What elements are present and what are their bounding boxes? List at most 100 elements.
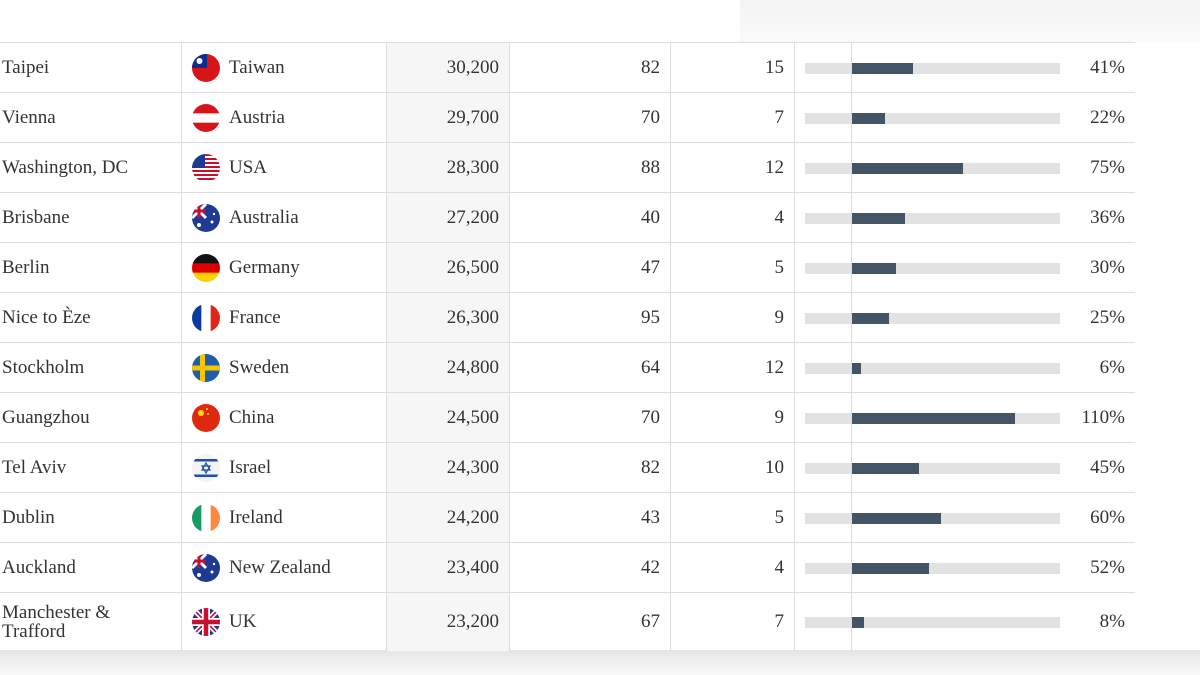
bar <box>852 112 885 124</box>
city-name: Berlin <box>2 257 50 278</box>
visitors-cell: 26,500 <box>387 243 510 292</box>
country-name: Taiwan <box>229 56 285 78</box>
bar-cell: 45% <box>795 443 1135 492</box>
table-row: Washington, DC USA 28,300 88 12 75% <box>0 143 1135 193</box>
value-cell: 42 <box>510 543 671 592</box>
bar-cell: 60% <box>795 493 1135 542</box>
country-name: USA <box>229 156 268 178</box>
bar-track <box>805 462 1060 474</box>
value-cell: 4 <box>671 193 795 242</box>
bar-cell: 8% <box>795 593 1135 651</box>
bar <box>852 162 964 174</box>
bar-track <box>805 617 1060 628</box>
country-name: Germany <box>229 256 300 278</box>
percent-label: 25% <box>1090 306 1125 328</box>
flag-icon <box>192 303 220 332</box>
visitors-cell: 23,200 <box>387 593 510 651</box>
flag-icon <box>192 153 220 182</box>
table-row: Manchester & Trafford UK 23,200 67 7 8% <box>0 593 1135 651</box>
bar <box>852 462 919 474</box>
percent-label: 22% <box>1090 106 1125 128</box>
country-cell: UK <box>182 593 387 651</box>
country-name: China <box>229 406 275 428</box>
table-row: Auckland New Zealand 23,400 42 4 52% <box>0 543 1135 593</box>
bar-cell: 52% <box>795 543 1135 592</box>
country-name: Sweden <box>229 356 290 378</box>
value-cell: 12 <box>671 143 795 192</box>
value-cell: 15 <box>671 43 795 92</box>
value-cell: 12 <box>671 343 795 392</box>
bar <box>852 512 941 524</box>
visitors-cell: 24,500 <box>387 393 510 442</box>
bar-cell: 25% <box>795 293 1135 342</box>
shadow <box>0 650 1200 675</box>
percent-label: 8% <box>1099 611 1125 632</box>
percent-label: 30% <box>1090 256 1125 278</box>
city-name: Washington, DC <box>2 157 129 178</box>
city-name: Auckland <box>2 557 76 578</box>
flag-icon <box>192 453 220 482</box>
bar-cell: 75% <box>795 143 1135 192</box>
visitors-cell: 26,300 <box>387 293 510 342</box>
city-cell: Berlin <box>0 243 182 292</box>
flag-icon <box>192 353 220 382</box>
bar-cell: 36% <box>795 193 1135 242</box>
bar-cell: 22% <box>795 93 1135 142</box>
country-cell: France <box>182 293 387 342</box>
visitors-cell: 29,700 <box>387 93 510 142</box>
city-cell: Brisbane <box>0 193 182 242</box>
country-name: Australia <box>229 206 299 228</box>
percent-label: 110% <box>1081 406 1125 428</box>
flag-icon <box>192 608 220 636</box>
bar-cell: 110% <box>795 393 1135 442</box>
bar <box>852 62 913 74</box>
visitors-cell: 28,300 <box>387 143 510 192</box>
city-cell: Vienna <box>0 93 182 142</box>
percent-label: 36% <box>1090 206 1125 228</box>
city-name: Manchester & Trafford <box>2 602 111 642</box>
city-cell: Taipei <box>0 43 182 92</box>
value-cell: 5 <box>671 243 795 292</box>
bar-track <box>805 262 1060 274</box>
bar <box>852 362 861 374</box>
city-cell: Dublin <box>0 493 182 542</box>
flag-icon <box>192 553 220 582</box>
country-cell: Australia <box>182 193 387 242</box>
table-row: Taipei Taiwan 30,200 82 15 41% <box>0 43 1135 93</box>
value-cell: 5 <box>671 493 795 542</box>
visitors-cell: 24,200 <box>387 493 510 542</box>
table-row: Tel Aviv Israel 24,300 82 10 45% <box>0 443 1135 493</box>
bar <box>852 562 930 574</box>
flag-icon <box>192 203 220 232</box>
bar <box>852 262 897 274</box>
visitors-cell: 30,200 <box>387 43 510 92</box>
percent-label: 45% <box>1090 456 1125 478</box>
country-cell: Germany <box>182 243 387 292</box>
value-cell: 70 <box>510 393 671 442</box>
city-cell: Tel Aviv <box>0 443 182 492</box>
country-cell: New Zealand <box>182 543 387 592</box>
bar-track <box>805 362 1060 374</box>
value-cell: 88 <box>510 143 671 192</box>
value-cell: 47 <box>510 243 671 292</box>
city-cell: Nice to Èze <box>0 293 182 342</box>
country-name: UK <box>229 611 257 632</box>
flag-icon <box>192 403 220 432</box>
city-name: Vienna <box>2 107 56 128</box>
city-cell: Guangzhou <box>0 393 182 442</box>
city-cell: Auckland <box>0 543 182 592</box>
backdrop <box>1135 42 1200 650</box>
country-cell: Taiwan <box>182 43 387 92</box>
bar-track <box>805 62 1060 74</box>
shadow <box>740 0 1200 42</box>
city-cell: Manchester & Trafford <box>0 593 182 651</box>
visitors-cell: 24,300 <box>387 443 510 492</box>
value-cell: 9 <box>671 293 795 342</box>
country-name: Ireland <box>229 506 283 528</box>
country-name: Israel <box>229 456 272 478</box>
value-cell: 82 <box>510 443 671 492</box>
bar <box>852 212 906 224</box>
value-cell: 7 <box>671 93 795 142</box>
country-name: Austria <box>229 106 285 128</box>
flag-icon <box>192 503 220 532</box>
